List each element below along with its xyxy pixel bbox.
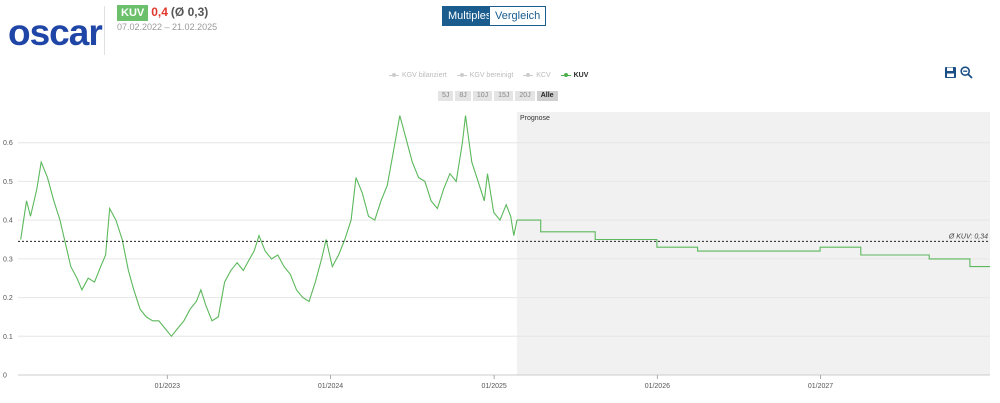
legend-label: KGV bereinigt <box>469 72 514 79</box>
forecast-region <box>516 112 990 375</box>
legend-marker <box>456 73 467 77</box>
y-tick-label: 0.3 <box>3 256 13 263</box>
range-5j[interactable]: 5J <box>438 91 454 101</box>
kuv-forecast-line <box>517 219 990 268</box>
y-tick-label: 0.4 <box>3 218 13 225</box>
y-tick-label: 0.6 <box>3 140 13 147</box>
kpi-average: (Ø 0,3) <box>170 5 209 19</box>
legend-item-kgv-bereinigt[interactable]: KGV bereinigt <box>456 72 514 79</box>
legend-label: KCV <box>536 72 551 79</box>
kpi-header: KUV 0,4 (Ø 0,3) <box>117 5 208 21</box>
company-logo: oscar <box>8 12 103 53</box>
x-tick-label: 01/2027 <box>808 383 833 390</box>
y-tick-label: 0.5 <box>3 179 13 186</box>
zoom-out-icon[interactable] <box>960 66 973 79</box>
date-range: 07.02.2022 – 21.02.2025 <box>117 22 218 32</box>
range-alle[interactable]: Alle <box>536 91 558 101</box>
save-icon[interactable] <box>944 66 957 79</box>
x-tick-label: 01/2025 <box>482 383 507 390</box>
chart-toolbar <box>944 66 973 79</box>
legend-label: KUV <box>573 72 589 79</box>
chart-legend: KGV bilanziert KGV bereinigt KCV KUV <box>389 71 596 79</box>
range-15j[interactable]: 15J <box>494 91 514 101</box>
x-tick-label: 01/2026 <box>645 383 670 390</box>
legend-item-kgv-bilanziert[interactable]: KGV bilanziert <box>389 72 447 79</box>
kpi-value: 0,4 <box>151 5 168 19</box>
legend-marker <box>389 73 399 77</box>
kuv-historical-line <box>20 115 518 338</box>
y-tick-label: 0.2 <box>3 295 13 302</box>
range-8j[interactable]: 8J <box>455 91 471 101</box>
range-20j[interactable]: 20J <box>515 91 535 101</box>
y-tick-label: 0.1 <box>3 334 13 341</box>
tab-vergleich[interactable]: Vergleich <box>489 6 547 26</box>
header-divider <box>104 6 105 55</box>
tab-multiples[interactable]: Multiples <box>442 6 498 26</box>
legend-item-kuv[interactable]: KUV <box>560 72 589 79</box>
y-tick-label: 0 <box>3 373 7 380</box>
legend-item-kcv[interactable]: KCV <box>523 72 551 79</box>
kpi-badge: KUV <box>117 5 149 21</box>
forecast-label: Prognose <box>520 115 550 122</box>
range-10j[interactable]: 10J <box>472 91 493 101</box>
average-label: Ø KUV: 0,34 <box>948 233 988 240</box>
legend-marker <box>523 73 534 77</box>
range-selector: 5J 8J 10J 15J 20J Alle <box>438 91 558 101</box>
legend-label: KGV bilanziert <box>402 72 447 79</box>
x-tick-label: 01/2024 <box>318 383 343 390</box>
legend-marker <box>560 73 571 77</box>
x-tick-label: 01/2023 <box>155 383 180 390</box>
